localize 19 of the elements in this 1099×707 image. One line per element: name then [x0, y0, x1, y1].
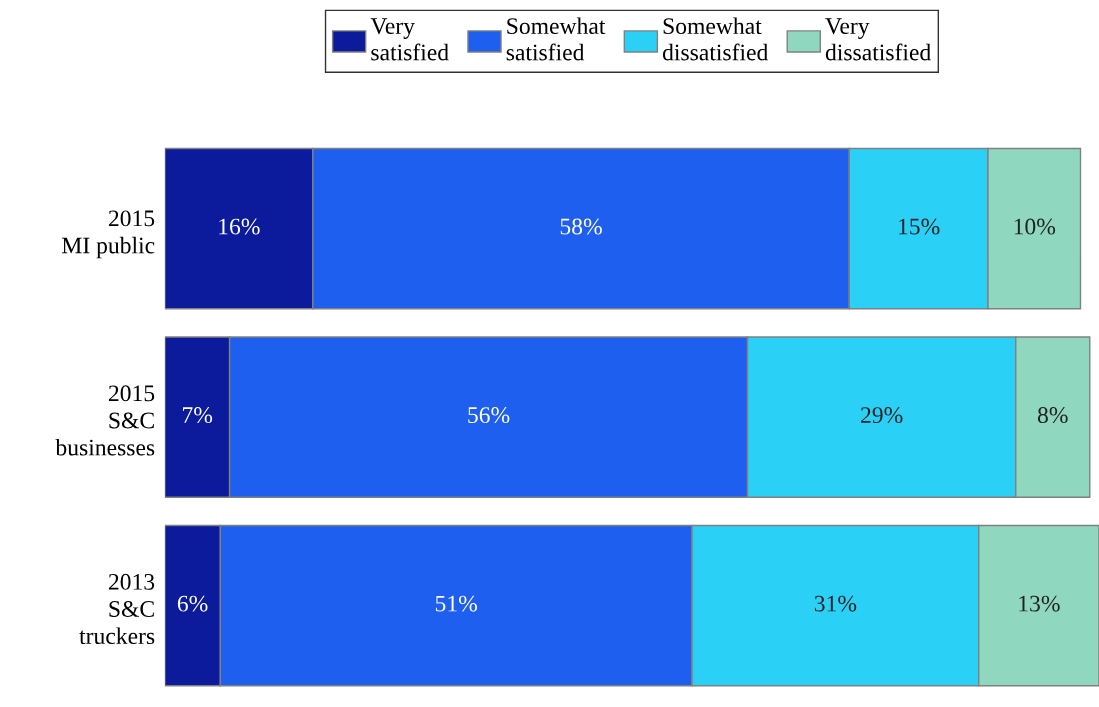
data-label: 13%	[1019, 595, 1060, 612]
data-label: 6%	[177, 595, 208, 612]
data-label: 31%	[814, 595, 857, 612]
data-label: 16%	[219, 218, 260, 235]
data-label: 8%	[1037, 407, 1068, 424]
data-label: 7%	[183, 407, 213, 424]
legend-label: Somewhat dissatisfied	[662, 17, 769, 61]
data-label: 10%	[1014, 218, 1056, 235]
legend-label: Very dissatisfied	[825, 18, 931, 61]
legend-label: Very satisfied	[370, 18, 449, 61]
y-tick-label: 2015 MI public	[62, 210, 155, 259]
data-label: 29%	[861, 407, 903, 424]
data-label: 58%	[560, 218, 602, 235]
y-tick-label: 2013 S&C truckers	[79, 573, 155, 645]
y-tick-label: 2015 S&C businesses	[55, 385, 155, 456]
data-label: 56%	[468, 407, 510, 424]
legend-label: Somewhat satisfied	[506, 17, 606, 61]
data-label: 15%	[899, 218, 940, 235]
data-label: 51%	[435, 595, 478, 612]
